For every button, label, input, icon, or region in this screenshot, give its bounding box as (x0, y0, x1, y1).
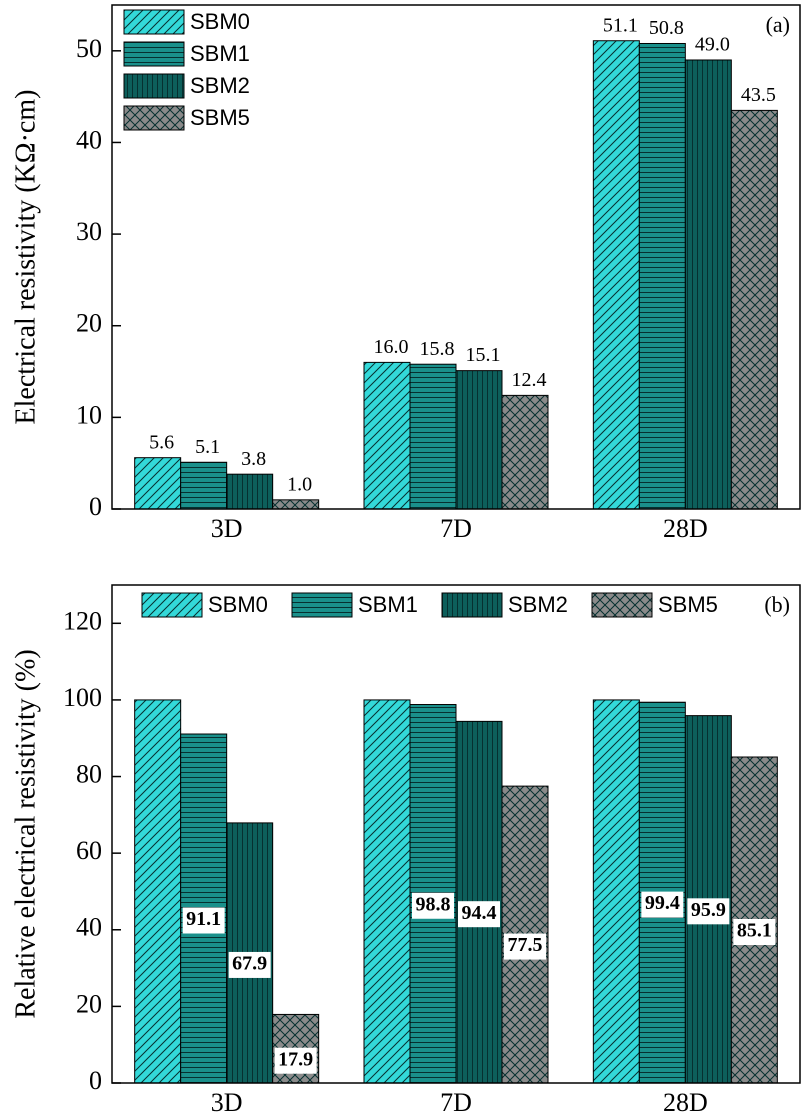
value-label: 77.5 (508, 934, 543, 956)
legend-label: SBM0 (190, 9, 250, 34)
annotation: (b) (764, 592, 790, 617)
legend-swatch (123, 9, 185, 35)
value-label: 99.4 (645, 892, 680, 914)
x-tick-label: 28D (663, 1088, 708, 1117)
y-tick-label: 80 (76, 760, 102, 789)
value-label: 67.9 (232, 953, 267, 975)
value-label: 43.5 (741, 84, 776, 106)
legend-label: SBM2 (190, 73, 250, 98)
bar (134, 699, 182, 1084)
value-label: 85.1 (737, 920, 772, 942)
legend-label: SBM2 (508, 592, 568, 617)
x-tick-label: 7D (440, 1088, 472, 1117)
value-label: 3.8 (241, 448, 266, 470)
value-label: 15.1 (466, 344, 501, 366)
x-tick-label: 3D (211, 1088, 243, 1117)
value-label-bg (687, 898, 730, 925)
value-label: 91.1 (186, 908, 221, 930)
bar (730, 109, 778, 510)
value-label: 98.8 (416, 893, 451, 915)
plot-frame (111, 584, 801, 1084)
legend-swatch (591, 592, 653, 618)
y-tick-label: 10 (76, 400, 102, 429)
bar (592, 40, 640, 510)
value-label-bg (733, 919, 776, 946)
bar (226, 473, 274, 510)
value-label: 94.4 (462, 902, 497, 924)
legend-swatch (123, 73, 185, 99)
value-label: 5.1 (195, 436, 220, 458)
x-tick-label: 28D (663, 514, 708, 543)
y-tick-label: 30 (76, 217, 102, 246)
bar (592, 699, 640, 1084)
value-label-bg (228, 951, 271, 978)
value-label: 15.8 (420, 338, 455, 360)
y-axis-title: Electrical resistivity (KΩ·cm) (10, 90, 41, 425)
bar (272, 499, 320, 510)
annotation: (a) (766, 12, 790, 37)
legend-label: SBM5 (190, 105, 250, 130)
value-label-bg (274, 1047, 317, 1074)
y-axis-title: Relative electrical resistivity (%) (10, 649, 41, 1018)
y-tick-label: 100 (63, 683, 102, 712)
value-label: 50.8 (649, 17, 684, 39)
value-label-bg (458, 901, 500, 928)
y-tick-label: 0 (89, 492, 102, 521)
y-tick-label: 0 (89, 1066, 102, 1095)
bar (501, 394, 549, 510)
legend-label: SBM5 (658, 592, 718, 617)
bar (180, 461, 228, 510)
value-label-bg (641, 891, 684, 918)
bar (363, 699, 411, 1084)
bar (363, 361, 411, 510)
bar (455, 370, 503, 510)
value-label: 17.9 (278, 1048, 313, 1070)
y-tick-label: 20 (76, 309, 102, 338)
legend-swatch (291, 592, 353, 618)
legend-swatch (123, 105, 185, 131)
value-label: 12.4 (512, 369, 547, 391)
value-label: 5.6 (149, 431, 174, 453)
bar (409, 363, 457, 510)
value-label: 49.0 (695, 34, 730, 56)
value-label: 51.1 (603, 14, 638, 36)
bar (134, 457, 182, 510)
legend-label: SBM1 (358, 592, 418, 617)
legend-swatch (441, 592, 503, 618)
y-tick-label: 60 (76, 836, 102, 865)
value-label-bg (182, 907, 225, 934)
x-tick-label: 3D (211, 514, 243, 543)
legend-swatch (123, 41, 185, 67)
value-label: 16.0 (374, 336, 409, 358)
legend-label: SBM0 (208, 592, 268, 617)
x-tick-label: 7D (440, 514, 472, 543)
y-tick-label: 40 (76, 913, 102, 942)
y-tick-label: 20 (76, 989, 102, 1018)
value-label: 95.9 (691, 899, 726, 921)
bar (638, 42, 686, 510)
legend-swatch (141, 592, 203, 618)
plot-frame (111, 4, 801, 510)
value-label-bg (412, 892, 454, 919)
bar (684, 59, 732, 510)
value-label-bg (504, 933, 546, 960)
value-label: 1.0 (287, 473, 312, 495)
y-tick-label: 50 (76, 34, 102, 63)
y-tick-label: 40 (76, 125, 102, 154)
legend-label: SBM1 (190, 41, 250, 66)
y-tick-label: 120 (63, 606, 102, 635)
